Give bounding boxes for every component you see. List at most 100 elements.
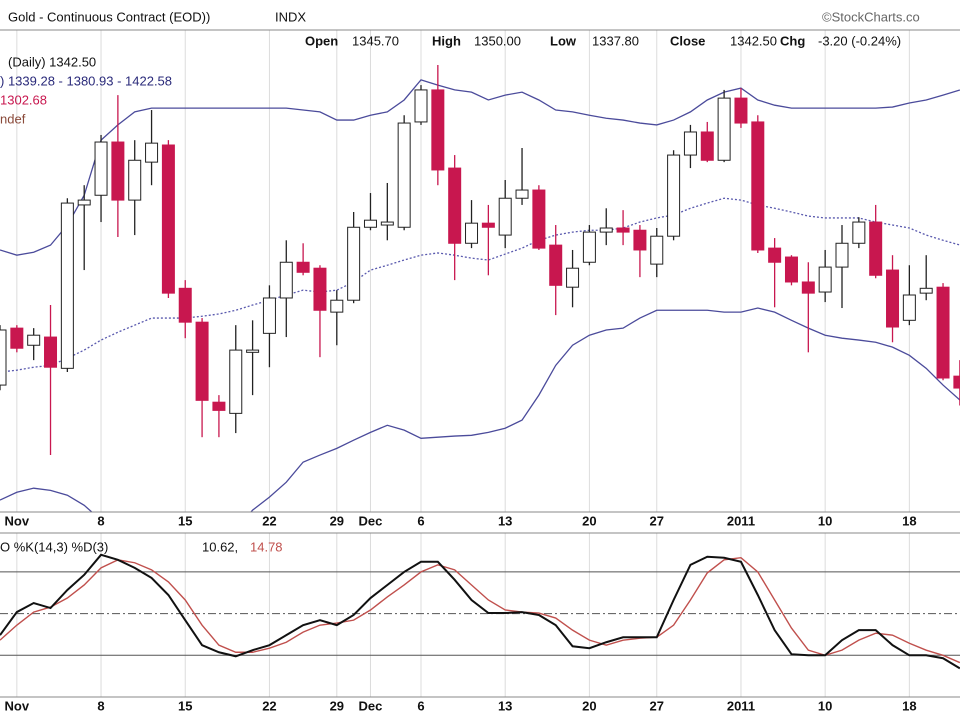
candle-body [481, 222, 495, 228]
series-last-value: 10.62, [202, 539, 238, 554]
x-tick-label: 27 [650, 698, 664, 713]
band-line [0, 79, 960, 256]
candle-body [279, 261, 293, 299]
labels: Gold - Continuous Contract (EOD)) INDX ©… [0, 9, 920, 713]
stoch-panel [0, 553, 960, 670]
x-tick-label: 6 [417, 513, 424, 528]
quote-label: Low [550, 33, 577, 48]
x-tick-label: 6 [417, 698, 424, 713]
x-tick-label: 2011 [727, 698, 755, 713]
candle-body [936, 286, 950, 379]
candle-body [397, 122, 411, 228]
candle-body [178, 287, 192, 323]
overlay-legend: ) 1339.28 - 1380.93 - 1422.58 [0, 73, 172, 88]
candle-body [246, 349, 260, 353]
candle-body [296, 261, 310, 273]
candle-body [10, 327, 24, 349]
candle-body [784, 256, 798, 283]
quote-value: 1350.00 [474, 33, 521, 48]
stoch-line [0, 557, 960, 664]
candle-body [650, 235, 664, 265]
x-tick-label: 27 [650, 513, 664, 528]
x-tick-label: 10 [818, 698, 832, 713]
overlay-legend: ndef [0, 111, 26, 126]
candle-body [195, 321, 209, 401]
candle-body [60, 202, 74, 369]
candle-body [700, 131, 714, 161]
candle-body [363, 219, 377, 228]
candle-body [801, 281, 815, 294]
x-tick-label: 29 [330, 698, 344, 713]
candle-body [27, 334, 41, 346]
candle-body [44, 336, 58, 368]
price-panel [0, 64, 960, 512]
candle-body [145, 142, 159, 163]
band-line [0, 307, 960, 512]
candle-body [852, 221, 866, 244]
candle-body [532, 189, 546, 249]
exchange: INDX [275, 9, 306, 24]
x-tick-label: 18 [902, 698, 916, 713]
candle-body [212, 401, 226, 411]
x-tick-label: Nov [5, 513, 30, 528]
candle-body [818, 266, 832, 293]
quote-value: -3.20 (-0.24%) [818, 33, 901, 48]
candle-body [431, 89, 445, 171]
x-tick-label: Dec [359, 513, 383, 528]
candle-body [734, 97, 748, 124]
x-tick-label: 15 [178, 513, 192, 528]
quote-value: 1342.50 [730, 33, 777, 48]
x-tick-label: Dec [359, 698, 383, 713]
x-tick-label: 22 [262, 513, 276, 528]
candle-body [229, 349, 243, 414]
x-tick-label: 29 [330, 513, 344, 528]
series-last-value: 14.78 [250, 539, 283, 554]
x-tick-label: 22 [262, 698, 276, 713]
candle-body [835, 242, 849, 268]
x-tick-label: 10 [818, 513, 832, 528]
x-tick-label: 15 [178, 698, 192, 713]
quote-label: Chg [780, 33, 805, 48]
x-tick-label: 20 [582, 513, 596, 528]
candle-body [566, 267, 580, 288]
candle-body [599, 227, 613, 233]
candle-body [313, 267, 327, 311]
quote-label: High [432, 33, 461, 48]
x-tick-label: 18 [902, 513, 916, 528]
candle-body [111, 141, 125, 201]
candle-body [902, 294, 916, 321]
candle-body [414, 89, 428, 123]
quote-label: Close [670, 33, 705, 48]
candle-body [633, 229, 647, 251]
candle-body [869, 221, 883, 276]
candle-body [465, 222, 479, 244]
candle-body [768, 247, 782, 263]
quote-value: 1337.80 [592, 33, 639, 48]
x-tick-label: 20 [582, 698, 596, 713]
candle-body [77, 199, 91, 206]
candle-body [347, 226, 361, 301]
source: ©StockCharts.co [822, 9, 920, 24]
quote-value: 1345.70 [352, 33, 399, 48]
candle-body [919, 287, 933, 294]
candle-body [616, 227, 630, 233]
candle-body [549, 244, 563, 286]
x-tick-label: 8 [97, 513, 104, 528]
candle-body [262, 297, 276, 334]
chart-title: Gold - Continuous Contract (EOD)) [8, 9, 210, 24]
candle-body [953, 375, 960, 389]
quote-label: Open [305, 33, 338, 48]
stoch-line [0, 553, 960, 670]
x-tick-label: 13 [498, 513, 512, 528]
candle-body [886, 269, 900, 328]
x-tick-label: 8 [97, 698, 104, 713]
candle-body [751, 121, 765, 251]
candle-body [380, 221, 394, 226]
candle-body [683, 131, 697, 156]
x-tick-label: Nov [5, 698, 30, 713]
candle-body [515, 189, 529, 199]
candle-body [717, 97, 731, 161]
